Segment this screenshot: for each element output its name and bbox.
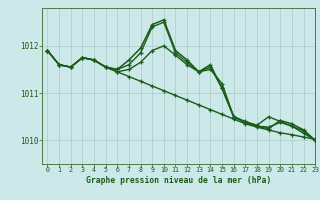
- X-axis label: Graphe pression niveau de la mer (hPa): Graphe pression niveau de la mer (hPa): [86, 176, 271, 185]
